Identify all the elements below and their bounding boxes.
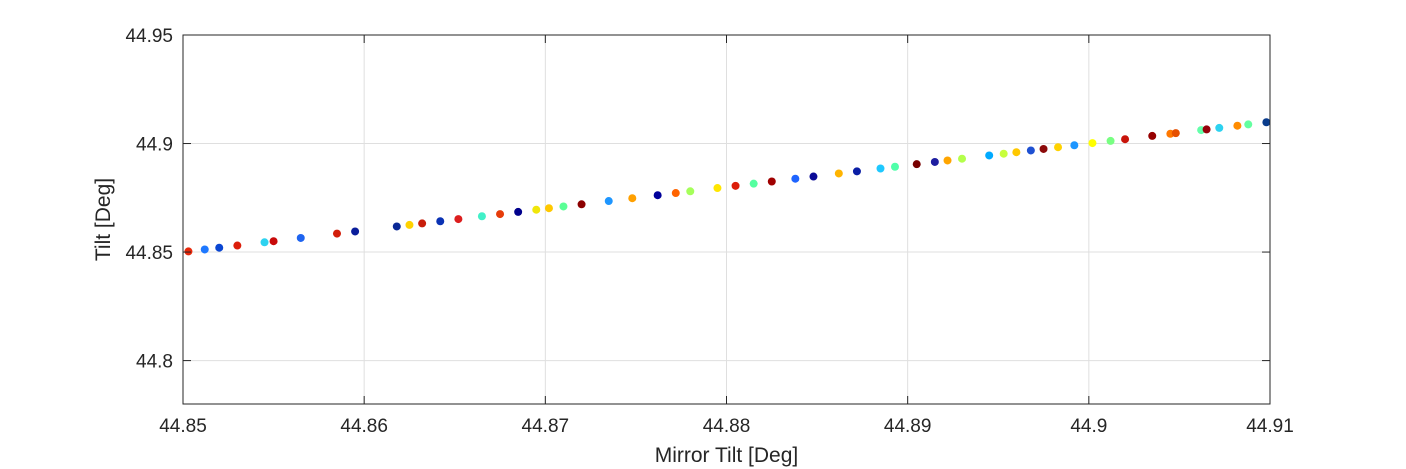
data-point <box>767 177 776 186</box>
data-point <box>1215 123 1224 132</box>
data-point <box>477 212 486 221</box>
data-point <box>559 202 568 211</box>
y-tick-label: 44.95 <box>125 26 173 47</box>
data-point <box>1244 120 1253 129</box>
x-tick-label: 44.86 <box>340 416 388 437</box>
data-point <box>1012 148 1021 157</box>
data-point <box>999 149 1008 158</box>
data-point <box>544 204 553 213</box>
data-point <box>532 205 541 214</box>
data-point <box>876 164 885 173</box>
data-point <box>852 167 861 176</box>
data-point <box>405 220 414 229</box>
data-point <box>943 156 952 165</box>
data-point <box>233 241 242 250</box>
data-point <box>912 160 921 169</box>
data-point <box>260 238 269 247</box>
x-tick-label: 44.89 <box>884 416 932 437</box>
data-point <box>1054 143 1063 152</box>
y-tick-label: 44.8 <box>136 352 173 373</box>
y-tick-label: 44.9 <box>136 135 173 156</box>
data-point <box>269 237 278 246</box>
data-point <box>890 162 899 171</box>
data-point <box>332 229 341 238</box>
data-point <box>436 217 445 226</box>
data-point <box>604 197 613 206</box>
data-point <box>1148 131 1157 140</box>
data-point <box>713 184 722 193</box>
data-point <box>628 194 637 203</box>
x-axis-label: Mirror Tilt [Deg] <box>655 444 799 467</box>
data-point <box>1088 139 1097 148</box>
data-point <box>184 247 193 256</box>
data-point <box>809 172 818 181</box>
data-point <box>200 245 209 254</box>
y-tick-label: 44.85 <box>125 243 173 264</box>
data-point <box>1121 135 1130 144</box>
axes <box>182 34 1271 405</box>
x-tick-label: 44.88 <box>703 416 751 437</box>
data-point <box>686 187 695 196</box>
data-point <box>834 169 843 178</box>
grid <box>182 34 1271 404</box>
data-point <box>930 157 939 166</box>
data-point <box>454 215 463 224</box>
data-point <box>958 154 967 163</box>
x-tick-label: 44.87 <box>522 416 570 437</box>
data-point <box>749 179 758 188</box>
data-point <box>514 207 523 216</box>
data-point <box>1070 141 1079 150</box>
data-point <box>296 233 305 242</box>
data-point <box>1233 121 1242 130</box>
data-point <box>731 181 740 190</box>
data-point <box>1106 136 1115 145</box>
data-point <box>392 222 401 231</box>
data-point <box>577 200 586 209</box>
data-point <box>1262 118 1271 127</box>
data-point <box>985 151 994 160</box>
data-point <box>653 191 662 200</box>
x-tick-label: 44.9 <box>1070 416 1107 437</box>
data-point <box>791 174 800 183</box>
data-point <box>1202 125 1211 134</box>
data-point <box>215 243 224 252</box>
data-point <box>496 210 505 219</box>
data-point <box>418 219 427 228</box>
data-points <box>184 118 1271 256</box>
x-tick-label: 44.85 <box>159 416 207 437</box>
data-point <box>351 227 360 236</box>
tick-labels: 44.85 44.86 44.87 44.88 44.89 44.9 44.91 44.8 44… <box>125 26 1293 437</box>
y-axis-label: Tilt [Deg] <box>92 178 115 261</box>
data-point <box>1039 144 1048 153</box>
data-point <box>1026 146 1035 155</box>
x-tick-label: 44.91 <box>1246 416 1294 437</box>
data-point <box>671 189 680 198</box>
data-point <box>1171 129 1180 138</box>
